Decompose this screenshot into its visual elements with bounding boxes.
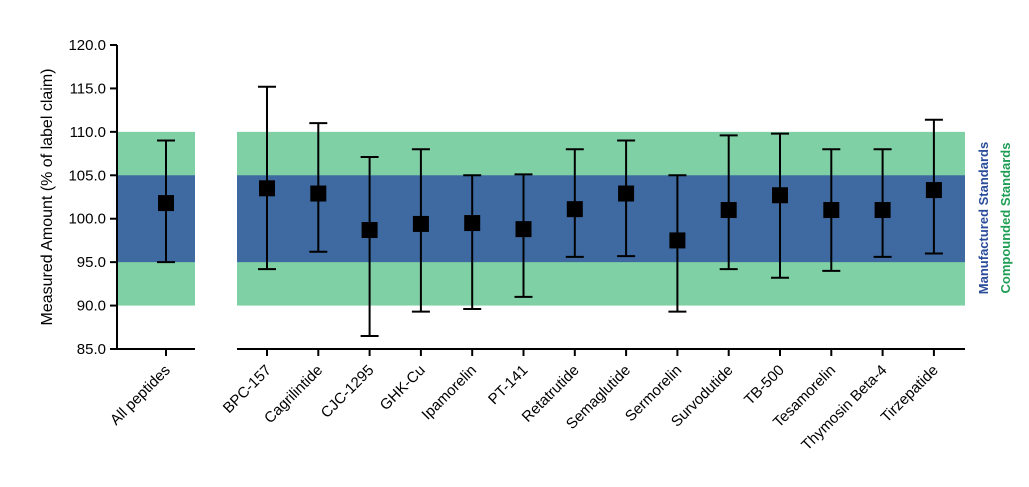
y-tick-label: 110.0 [70,124,106,141]
mean-marker-survodutide [720,202,737,219]
mean-marker-semaglutide [618,185,635,202]
mean-marker-bpc-157 [259,180,275,197]
y-tick-label: 120.0 [68,37,106,54]
mean-marker-sermorelin [669,232,686,249]
x-category-label-cjc-1295: CJC-1295 [318,362,378,422]
x-category-label-ipamorelin: Ipamorelin [418,362,480,424]
y-tick-label: 90.0 [77,298,106,315]
mean-marker-pt-141 [515,221,532,238]
x-category-label-pt-141: PT-141 [485,362,531,408]
mean-marker-cagrilintide [310,185,327,202]
mean-marker-thymosin-beta-4 [874,202,891,219]
mean-marker-tb-500 [772,187,788,204]
band-label-compounded-standards: Compounded Standards [998,143,1013,294]
x-category-label-ghk-cu: GHK-Cu [377,362,429,414]
x-category-label-all-peptides: All peptides [107,362,174,429]
band-label-manufactured-standards: Manufactured Standards [976,142,991,294]
mean-marker-retatrutide [566,201,583,218]
mean-marker-ipamorelin [464,215,481,232]
y-tick-label: 95.0 [77,254,106,271]
y-tick-label: 115.0 [70,80,106,97]
band-manufactured-standards-panel-2 [237,175,965,263]
mean-marker-all-peptides [158,195,174,212]
mean-marker-ghk-cu [412,215,429,232]
mean-marker-cjc-1295 [361,222,378,239]
y-tick-label: 85.0 [77,341,106,358]
band-manufactured-standards-panel-1 [117,175,195,263]
y-tick-label: 105.0 [68,167,106,184]
mean-marker-tesamorelin [823,202,840,219]
y-axis-title: Measured Amount (% of label claim) [39,69,56,326]
mean-marker-tirzepatide [925,182,942,199]
y-tick-label: 100.0 [68,211,106,228]
x-category-label-tb-500: TB-500 [741,362,788,409]
